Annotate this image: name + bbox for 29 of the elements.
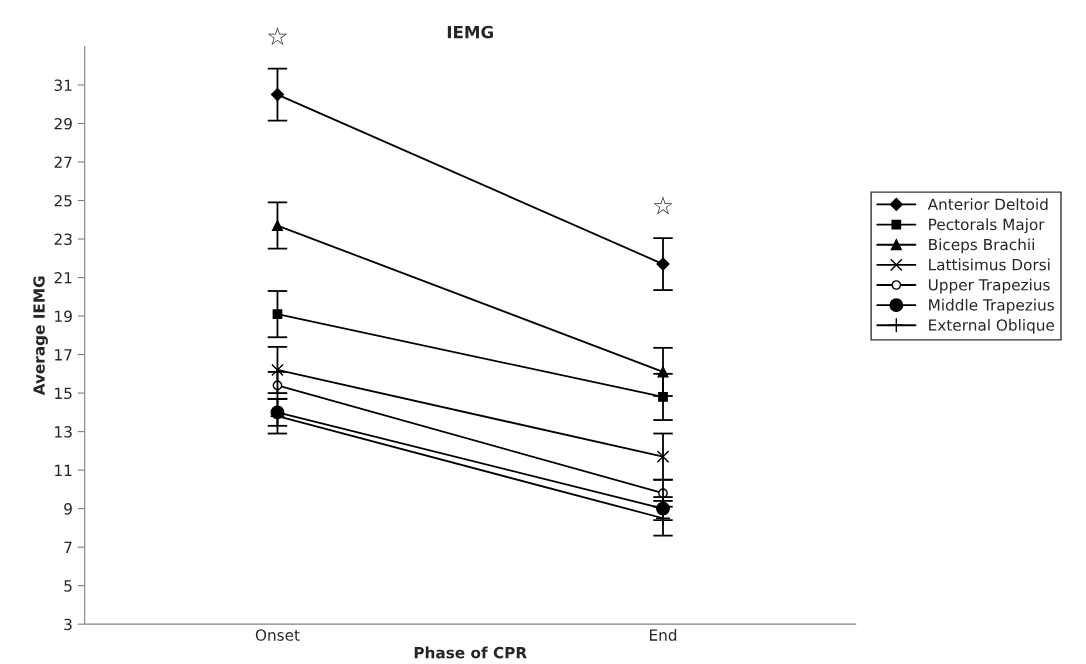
x-axis-title: Phase of CPR bbox=[414, 646, 527, 659]
y-tick-label: 9 bbox=[64, 503, 72, 515]
annotation: ☆ bbox=[653, 196, 673, 215]
chart-title: IEMG bbox=[447, 25, 493, 39]
legend-label: Pectorals Major bbox=[929, 218, 1045, 234]
y-tick-label: 31 bbox=[54, 79, 72, 92]
legend-label: Upper Trapezius bbox=[928, 278, 1050, 294]
y-tick-label: 19 bbox=[55, 310, 72, 323]
text: ☆ bbox=[267, 26, 288, 46]
legend-label: External Oblique bbox=[929, 319, 1055, 334]
y-tick-label: 15 bbox=[55, 387, 72, 400]
y-tick-label: 29 bbox=[54, 117, 72, 130]
y-tick-label: 13 bbox=[55, 426, 72, 438]
legend-label: Middle Trapezius bbox=[929, 298, 1054, 314]
y-tick-label: 27 bbox=[54, 156, 72, 168]
y-tick-label: 23 bbox=[54, 233, 72, 246]
y-tick-label: 3 bbox=[64, 618, 72, 631]
y-tick-label: 11 bbox=[55, 464, 72, 476]
x-tick-label: Onset bbox=[255, 629, 300, 641]
legend-label: Biceps Brachii bbox=[929, 238, 1034, 254]
y-tick-label: 17 bbox=[55, 349, 72, 361]
y-tick-label: 21 bbox=[54, 272, 72, 284]
x-tick-label: End bbox=[649, 629, 677, 641]
y-axis-title: Average IEMG bbox=[33, 276, 48, 396]
legend-label: Lattisimus Dorsi bbox=[929, 258, 1050, 271]
y-tick-label: 7 bbox=[64, 541, 72, 553]
y-tick-label: 25 bbox=[54, 194, 72, 207]
legend-label: Anterior Deltoid bbox=[927, 198, 1048, 211]
y-tick-label: 5 bbox=[64, 580, 72, 592]
